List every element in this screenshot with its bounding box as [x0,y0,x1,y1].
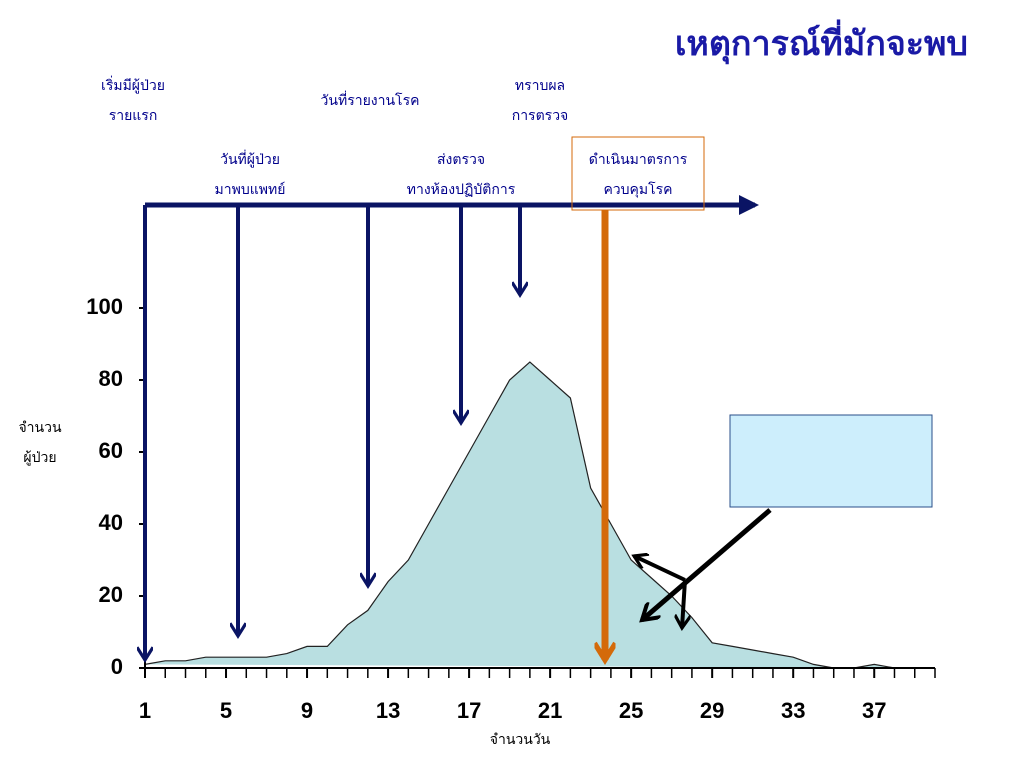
annotation: วันที่ผู้ป่วย [220,150,280,168]
x-tick-label: 13 [376,698,400,723]
x-tick-label: 9 [301,698,313,723]
callout-box [729,414,933,508]
annotation: รายแรก [109,108,158,124]
y-tick-label: 60 [99,438,123,463]
annotation: เริ่มมีผู้ป่วย [101,76,165,94]
x-axis-label: จำนวนวัน [490,732,551,748]
x-tick-label: 17 [457,698,481,723]
x-tick-label: 21 [538,698,562,723]
annotation: ทางห้องปฏิบัติการ [407,182,516,198]
annotation: ควบคุมโรค [603,181,672,198]
y-tick-label: 80 [99,366,123,391]
annotations [145,136,933,660]
highlight-box [571,136,705,211]
annotation: ส่งตรวจ [437,152,485,168]
callout-arrow [634,556,686,582]
x-tick-label: 33 [781,698,805,723]
y-axis-label: จำนวน [18,420,61,436]
callout-arrow [682,579,685,628]
plot: 0 20 40 60 80 100 1 5 9 13 17 21 25 29 33 37 [86,294,936,723]
y-tick-label: 40 [99,510,123,535]
y-tick-label: 20 [99,582,123,607]
y-axis-label: ผู้ป่วย [23,450,56,466]
x-tick-label: 25 [619,698,643,723]
x-tick-label: 37 [862,698,886,723]
y-tick-label: 0 [111,654,123,679]
x-tick-label: 1 [139,698,151,723]
annotation: การตรวจ [512,108,569,124]
callout-arrow [642,508,772,620]
area [144,361,935,669]
annotation: วันที่รายงานโรค [321,91,420,109]
x-tick-label: 29 [700,698,724,723]
annotation: ทราบผล [515,78,565,94]
chart-title: เหตุการณ์ที่มักจะพบ [675,19,968,65]
y-tick-label: 100 [86,294,123,319]
annotation: ดำเนินมาตรการ [589,152,688,168]
x-tick-label: 5 [220,698,232,723]
annotation: มาพบแพทย์ [215,181,286,198]
